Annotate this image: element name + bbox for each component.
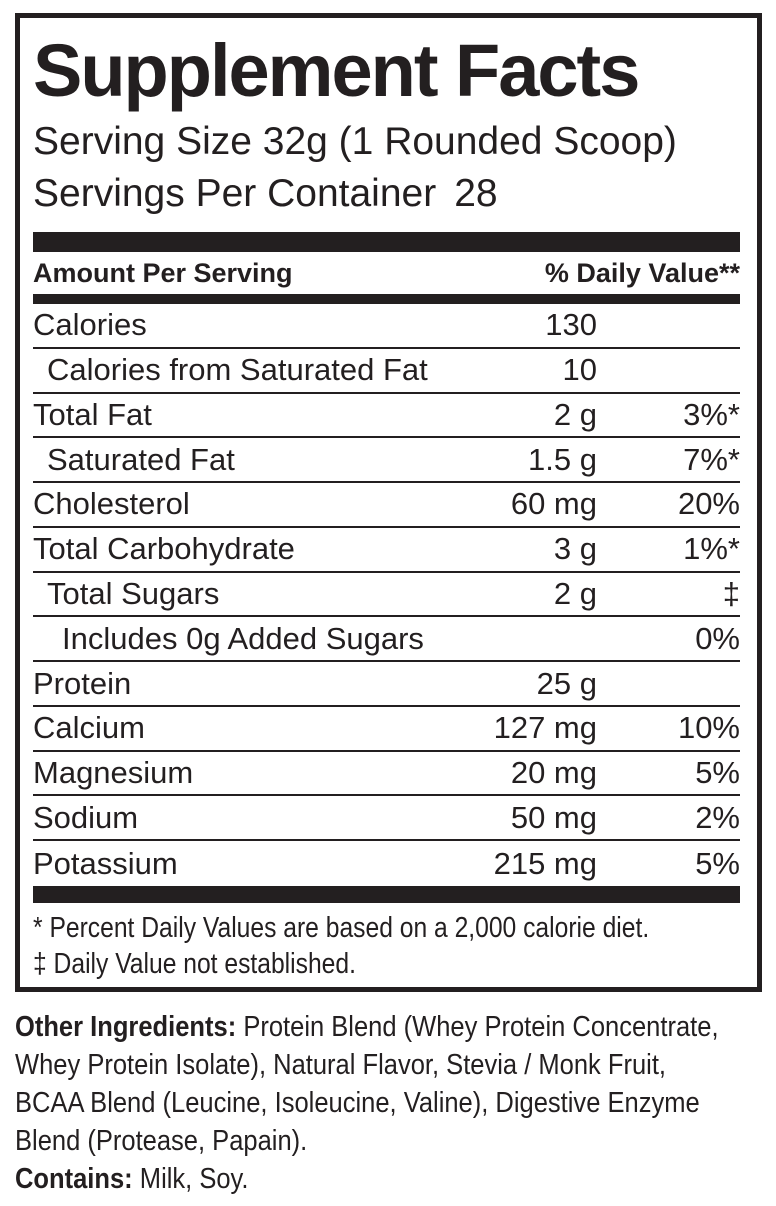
ingredients-line: BCAA Blend (Leucine, Isoleucine, Valine)… <box>15 1084 700 1122</box>
nutrient-name: Potassium <box>33 845 178 881</box>
footnote-not-established: ‡ Daily Value not established. <box>33 947 356 980</box>
table-row: Calories 130 <box>33 304 740 349</box>
nutrient-amount: 10 <box>562 352 597 388</box>
ingredients-line: Blend (Protease, Papain). <box>15 1122 685 1160</box>
nutrient-name: Saturated Fat <box>47 441 235 477</box>
nutrient-daily-value: ‡ <box>722 575 740 611</box>
nutrient-amount: 50 mg <box>510 799 597 835</box>
ingredients-line-heading: Contains: <box>15 1163 133 1195</box>
nutrient-name: Calcium <box>33 710 145 746</box>
table-row: Total Carbohydrate 3 g 1%* <box>33 528 740 573</box>
nutrient-daily-value: 20% <box>677 486 740 522</box>
nutrient-daily-value: 7%* <box>683 441 740 477</box>
nutrient-table: Calories 130 Calories from Saturated Fat… <box>33 304 740 886</box>
table-row: Magnesium 20 mg 5% <box>33 752 740 797</box>
nutrient-name: Calories from Saturated Fat <box>47 352 428 388</box>
nutrient-daily-value: 5% <box>695 845 740 881</box>
ingredients-line: Contains: Milk, Soy. <box>15 1160 685 1198</box>
ingredients-line: Whey Protein Isolate), Natural Flavor, S… <box>15 1046 685 1084</box>
table-row: Includes 0g Added Sugars 0% <box>33 617 740 663</box>
nutrient-amount: 2 g <box>553 575 597 611</box>
nutrient-amount: 215 mg <box>493 845 597 881</box>
nutrient-daily-value: 5% <box>695 755 740 791</box>
table-row: Total Fat 2 g 3%* <box>33 394 740 439</box>
other-ingredients-section: Other Ingredients: Protein Blend (Whey Pr… <box>15 1008 776 1198</box>
nutrient-daily-value: 3%* <box>683 396 740 432</box>
footnote-daily-value: * Percent Daily Values are based on a 2,… <box>33 911 650 944</box>
table-row: Calcium 127 mg 10% <box>33 707 740 752</box>
daily-value-header: % Daily Value** <box>544 257 740 288</box>
nutrient-amount: 127 mg <box>493 710 597 746</box>
nutrient-name: Includes 0g Added Sugars <box>62 620 424 656</box>
ingredients-line-text: Protein Blend (Whey Protein Concentrate, <box>243 1011 719 1043</box>
nutrient-name: Magnesium <box>33 755 194 791</box>
nutrient-name: Calories <box>33 307 147 343</box>
nutrient-amount: 2 g <box>553 396 597 432</box>
amount-per-serving-header: Amount Per Serving <box>33 257 293 288</box>
nutrient-amount: 60 mg <box>510 486 597 522</box>
ingredients-line: Other Ingredients: Protein Blend (Whey Pr… <box>15 1008 719 1046</box>
table-row: Protein 25 g <box>33 662 740 707</box>
servings-per-container-value: 28 <box>454 172 498 215</box>
nutrient-daily-value: 2% <box>695 799 740 835</box>
divider-bar-top <box>33 232 740 252</box>
ingredients-line-heading: Other Ingredients: <box>15 1011 237 1043</box>
nutrient-name: Total Carbohydrate <box>33 531 295 567</box>
ingredients-line-text: Milk, Soy. <box>139 1163 249 1195</box>
nutrient-name: Total Sugars <box>47 575 220 611</box>
nutrient-name: Total Fat <box>33 396 152 432</box>
servings-per-container-line: Servings Per Container 28 <box>33 172 740 216</box>
nutrient-daily-value: 1%* <box>683 531 740 567</box>
table-row: Sodium 50 mg 2% <box>33 796 740 842</box>
ingredients-line-text: BCAA Blend (Leucine, Isoleucine, Valine)… <box>15 1087 700 1119</box>
nutrient-amount: 3 g <box>553 531 597 567</box>
table-row: Cholesterol 60 mg 20% <box>33 483 740 528</box>
nutrient-amount: 25 g <box>536 665 597 701</box>
ingredients-line-text: Whey Protein Isolate), Natural Flavor, S… <box>15 1049 667 1081</box>
column-header-row: Amount Per Serving % Daily Value** <box>33 252 740 294</box>
table-row: Calories from Saturated Fat 10 <box>33 349 740 394</box>
nutrient-amount: 130 <box>545 307 597 343</box>
table-row: Saturated Fat 1.5 g 7%* <box>33 438 740 484</box>
footnotes: * Percent Daily Values are based on a 2,… <box>33 903 740 982</box>
serving-size-line: Serving Size 32g (1 Rounded Scoop) <box>33 120 677 163</box>
table-row: Potassium 215 mg 5% <box>33 841 740 886</box>
nutrient-name: Protein <box>33 665 132 701</box>
servings-per-container-label: Servings Per Container <box>33 172 437 215</box>
divider-bar-bottom <box>33 885 740 903</box>
supplement-facts-panel: Supplement Facts Serving Size 32g (1 Rou… <box>15 13 762 992</box>
nutrient-daily-value: 10% <box>677 710 740 746</box>
table-row: Total Sugars 2 g ‡ <box>33 573 740 618</box>
nutrient-amount: 1.5 g <box>528 441 597 477</box>
ingredients-line-text: Blend (Protease, Papain). <box>15 1125 308 1157</box>
nutrient-daily-value: 0% <box>695 620 740 656</box>
nutrient-amount: 20 mg <box>510 755 597 791</box>
nutrient-name: Cholesterol <box>33 486 190 522</box>
divider-bar-header <box>33 294 740 304</box>
nutrient-name: Sodium <box>33 799 139 835</box>
panel-title: Supplement Facts <box>33 29 640 112</box>
